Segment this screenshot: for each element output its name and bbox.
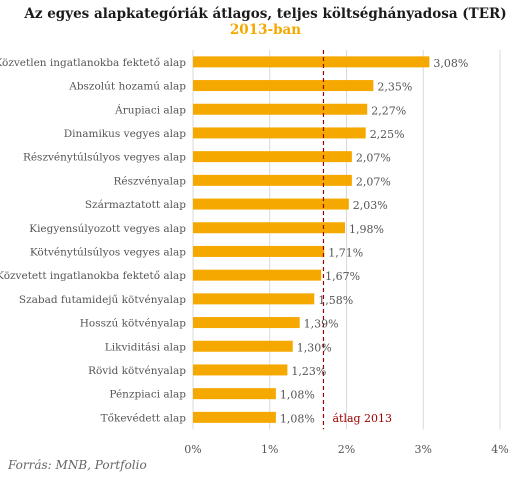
data-label: 1,67% xyxy=(325,270,360,283)
category-label: Hosszú kötvényalap xyxy=(80,318,187,330)
x-tick-label: 0% xyxy=(184,443,201,456)
bar xyxy=(193,411,276,423)
category-label: Likviditási alap xyxy=(105,341,187,353)
bar xyxy=(193,127,366,139)
category-label: Kötvénytúlsúlyos vegyes alap xyxy=(30,246,186,258)
bar xyxy=(193,198,349,210)
data-label: 2,07% xyxy=(356,175,391,188)
data-label: 1,71% xyxy=(328,246,363,259)
x-tick-label: 1% xyxy=(261,443,278,456)
bar xyxy=(193,269,322,281)
data-label: 3,08% xyxy=(433,57,468,70)
category-label: Abszolút hozamú alap xyxy=(68,81,186,93)
x-tick-label: 3% xyxy=(415,443,432,456)
bar xyxy=(193,80,374,92)
bar xyxy=(193,388,276,400)
category-label: Közvetlen ingatlanokba fektető alap xyxy=(0,56,186,69)
data-label: 2,03% xyxy=(353,199,388,212)
labels: 0% 1% 2% 3% 4% Közvetlen ingatlanokba fektető… xyxy=(0,56,509,456)
bar xyxy=(193,293,315,305)
average-label: átlag 2013 xyxy=(332,412,392,425)
bar xyxy=(193,222,345,234)
x-tick-label: 4% xyxy=(491,443,508,456)
category-label: Rövid kötvényalap xyxy=(88,365,186,377)
category-label: Szabad futamidejű kötvényalap xyxy=(19,293,186,306)
category-label: Pénzpiaci alap xyxy=(109,389,186,401)
chart-title: Az egyes alapkategóriák átlagos, teljes … xyxy=(24,6,507,22)
bar xyxy=(193,174,352,186)
bar xyxy=(193,245,325,257)
data-label: 1,08% xyxy=(280,412,315,425)
bar xyxy=(193,317,300,329)
data-label: 2,27% xyxy=(371,104,406,117)
chart-subtitle: 2013-ban xyxy=(229,22,302,38)
category-label: Közvetett ingatlanokba fektető alap xyxy=(0,269,186,282)
source-note: Forrás: MNB, Portfolio xyxy=(8,458,147,472)
data-label: 1,58% xyxy=(318,294,353,307)
data-label: 1,08% xyxy=(280,389,315,402)
category-label: Dinamikus vegyes alap xyxy=(64,128,187,140)
x-tick-label: 2% xyxy=(338,443,355,456)
data-label: 1,30% xyxy=(297,341,332,354)
bar xyxy=(193,56,430,68)
bar xyxy=(193,151,352,163)
data-label: 2,35% xyxy=(377,81,412,94)
category-label: Tőkevédett alap xyxy=(101,411,187,424)
bars xyxy=(193,56,430,423)
category-label: Árupiaci alap xyxy=(114,102,186,116)
category-label: Származtatott alap xyxy=(85,199,186,211)
bar xyxy=(193,364,288,376)
data-label: 1,98% xyxy=(349,223,384,236)
category-label: Részvénytúlsúlyos vegyes alap xyxy=(23,152,186,164)
bar xyxy=(193,103,368,115)
data-label: 1,23% xyxy=(291,365,326,378)
category-label: Kiegyensúlyozott vegyes alap xyxy=(29,223,186,235)
category-label: Részvényalap xyxy=(114,175,187,187)
data-label: 1,39% xyxy=(304,318,339,331)
bar xyxy=(193,340,293,352)
data-label: 2,07% xyxy=(356,152,391,165)
data-label: 2,25% xyxy=(370,128,405,141)
